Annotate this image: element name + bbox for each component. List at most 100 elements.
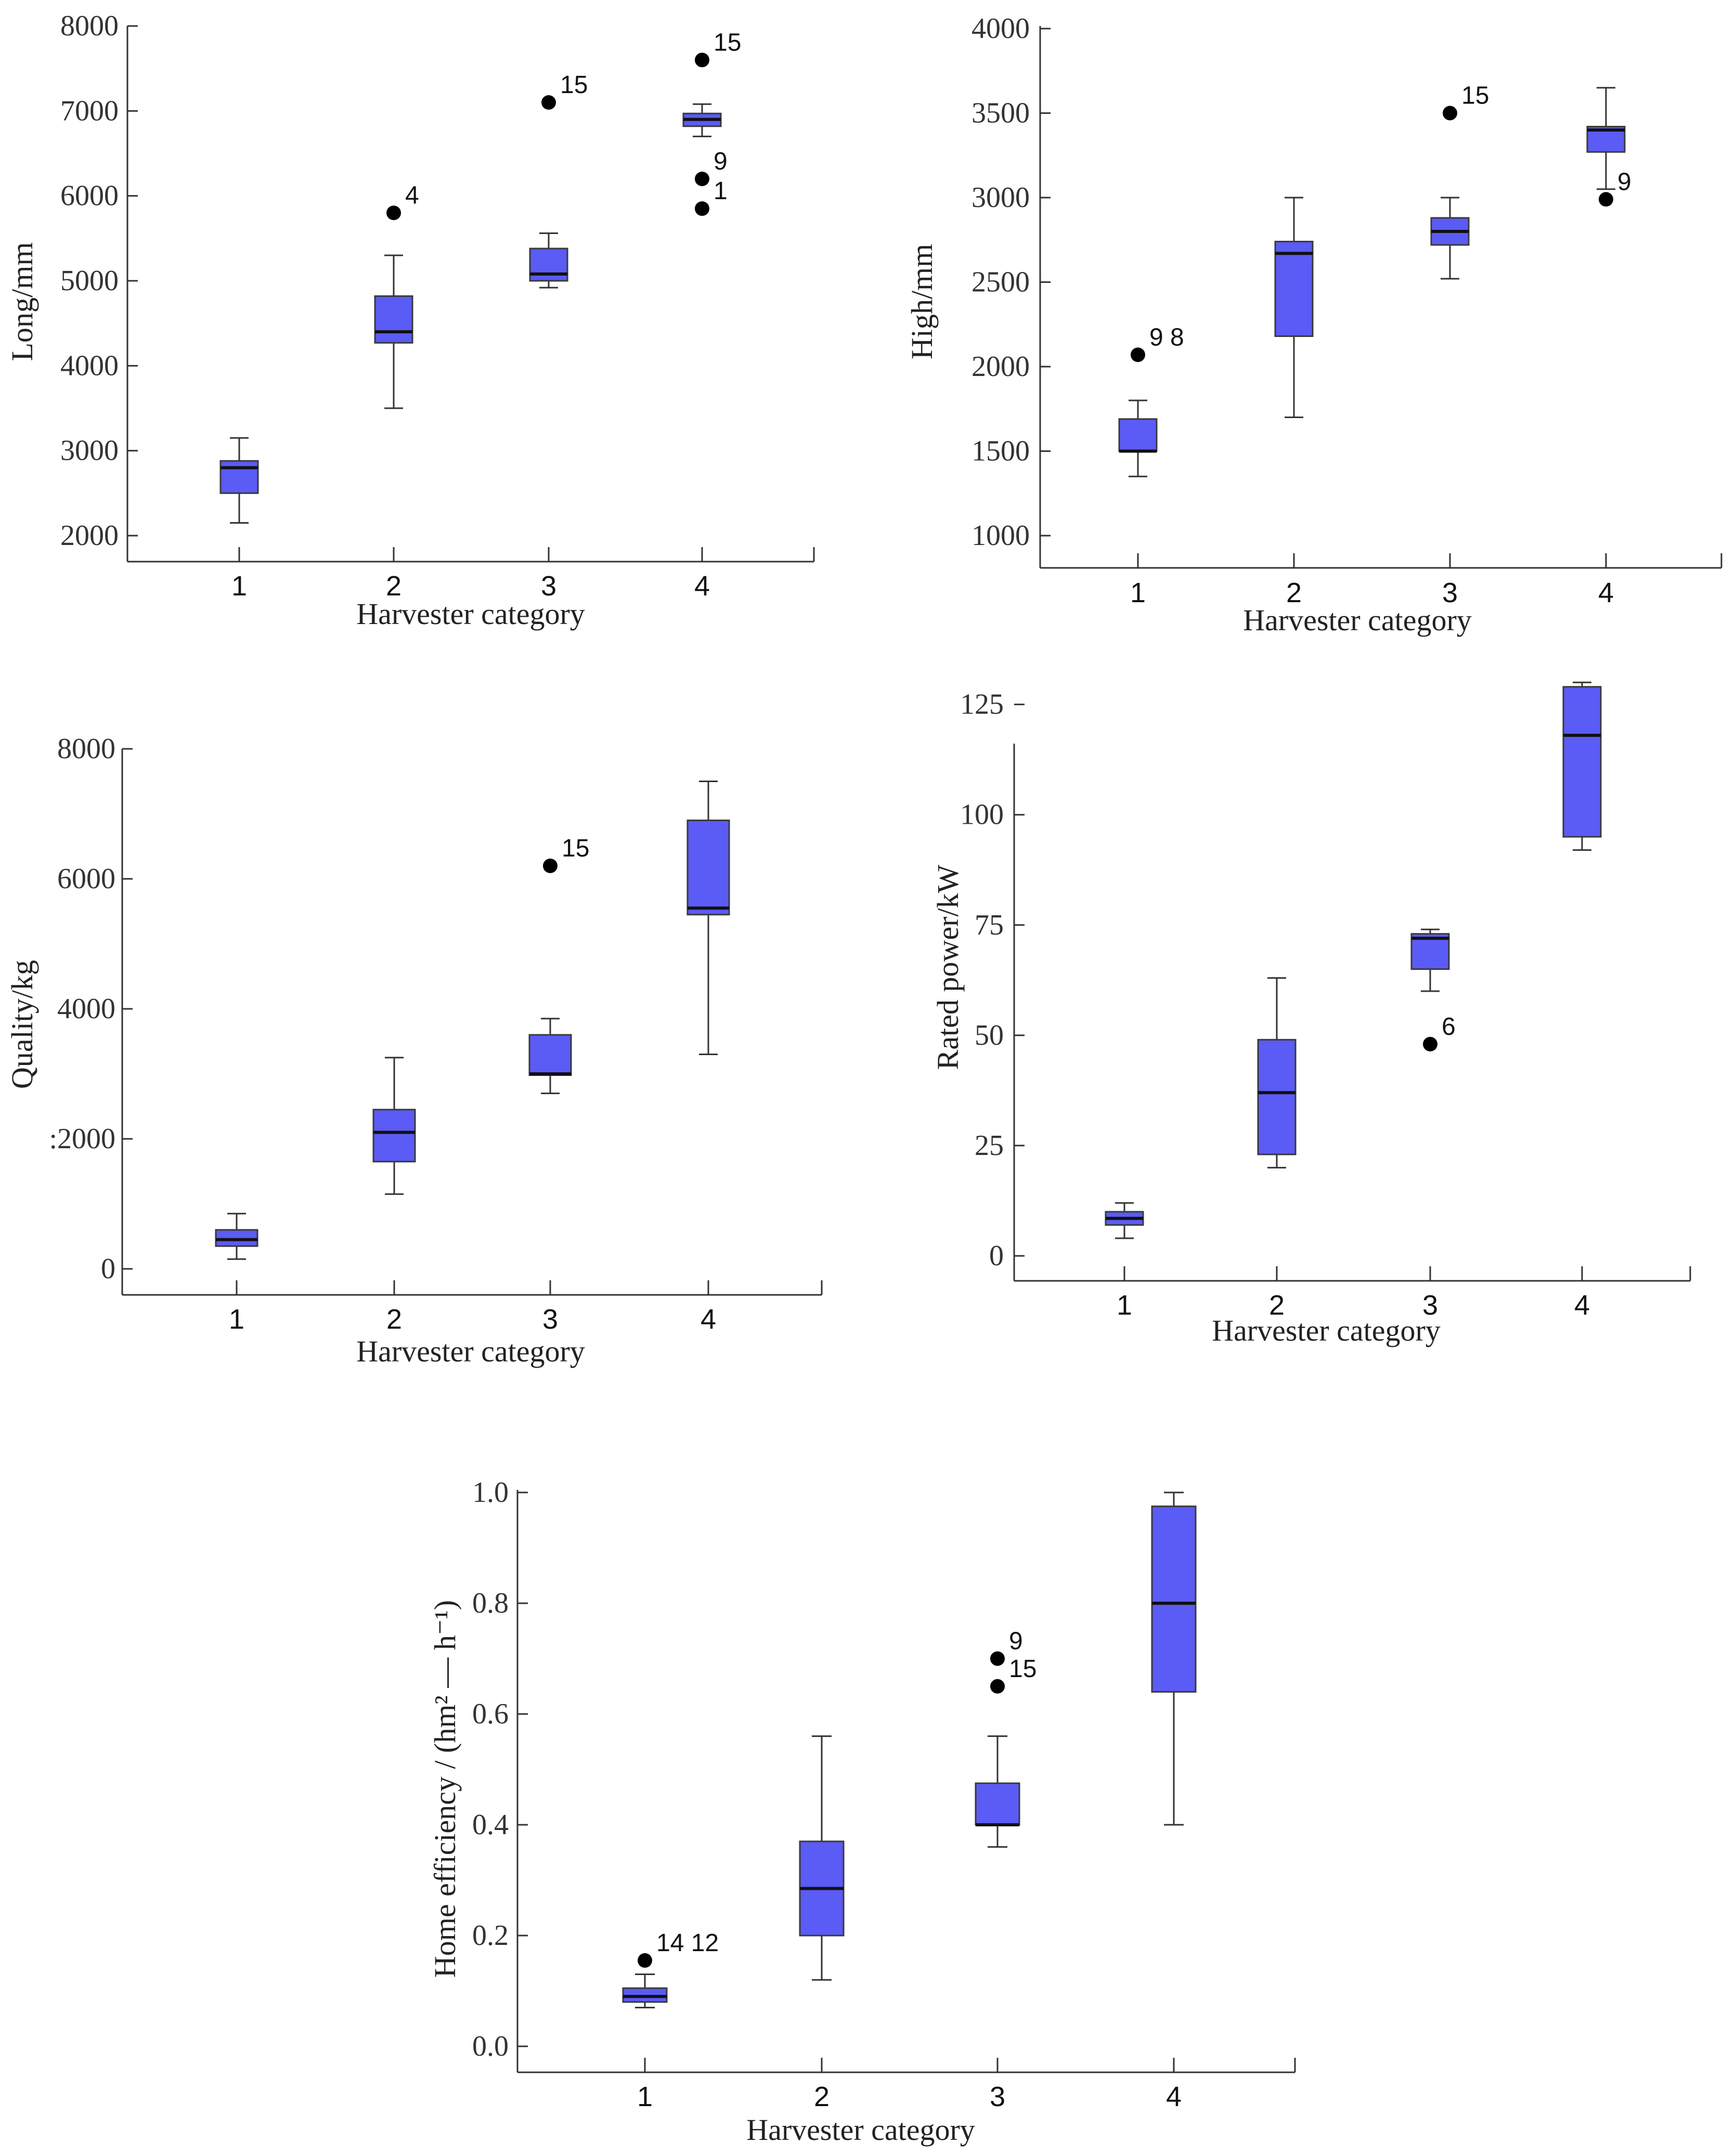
box-category-2 [1257,977,1297,1169]
y-tick-label: 8000 [60,10,119,42]
y-tick-label: 0 [101,1253,115,1285]
outlier-point [990,1679,1005,1694]
x-tick-label: 1 [231,570,247,602]
box-category-1 [622,1974,668,2008]
x-axis-title: Harvester category [1212,1314,1441,1347]
box-category-4 [686,781,730,1055]
outlier-label: 4 [405,181,419,209]
box-category-4 [1586,87,1626,190]
y-tick-label: 4000 [60,349,119,382]
x-tick-label: 2 [1269,1290,1285,1321]
box-category-3 [528,1018,572,1094]
x-tick-label: 3 [1422,1290,1438,1321]
chart-panel-quality: 0:2000 4000 6000 8000 1 2 3 4 15 Harvester catego… [5,733,823,1368]
box-category-2 [374,254,413,409]
y-tick-label: :2000 [49,1123,115,1155]
y-axis-title: Home efficiency / (hm² — h⁻¹) [428,1600,462,1978]
chart-panel-efficiency: 0.0 0.2 0.4 0.6 0.8 1.0 1 2 3 4 14 12 915 Harvester … [428,1476,1296,2147]
x-tick-label: 4 [701,1304,716,1335]
iqr-box [686,820,730,916]
y-tick-label: 3500 [971,97,1030,129]
outlier-point [695,53,709,68]
y-tick-label: 1000 [971,520,1030,552]
iqr-box [1274,241,1314,337]
y-tick-label: 50 [975,1019,1004,1051]
iqr-box [374,295,413,344]
box-category-1 [1118,399,1158,477]
x-tick-label: 4 [1574,1290,1590,1321]
box-category-1 [215,1213,258,1260]
y-tick-label: 6000 [57,863,115,895]
outlier-label: 9 8 [1149,323,1184,351]
iqr-box [975,1782,1020,1826]
outlier-label: 6 [1442,1013,1456,1041]
outlier-label: 9 [1617,168,1631,196]
box-category-2 [372,1057,416,1195]
chart-panel-high: 1000 1500 2000 2500 3000 3500 4000 1 2 3 4 9 8 15 9 Ha… [905,12,1722,637]
outlier-label: 15 [562,835,589,862]
x-tick-label: 3 [541,570,556,602]
x-tick-label: 1 [1117,1290,1132,1321]
box-category-3 [1410,928,1450,992]
y-tick-label: 2000 [971,350,1030,383]
iqr-box [528,1034,572,1076]
iqr-box [1562,686,1602,838]
outlier-point [543,859,558,873]
iqr-box [1257,1038,1297,1156]
y-axis-title: Quality/kg [5,960,39,1089]
outlier-point [1131,347,1145,362]
x-tick-label: 4 [1598,577,1614,608]
x-tick-label: 4 [694,570,710,602]
outlier-point [990,1651,1005,1666]
x-axis-title: Harvester category [746,2113,975,2147]
y-tick-label: 1.0 [472,1476,509,1509]
iqr-box [1118,418,1158,452]
outlier-point [386,205,401,220]
y-axis-title: High/mm [905,244,939,359]
outlier-label: 9 [714,148,728,175]
outlier-label: 9 [1009,1628,1023,1655]
outlier-point [1599,192,1613,207]
x-tick-label: 2 [386,1304,402,1335]
x-tick-label: 1 [637,2081,653,2112]
x-tick-label: 3 [1442,577,1458,608]
x-tick-label: 3 [990,2081,1005,2112]
x-tick-label: 1 [229,1304,244,1335]
outlier-label: 15 [1009,1655,1037,1683]
y-tick-label: 6000 [60,180,119,212]
x-tick-label: 1 [1130,577,1146,608]
box-category-4 [1151,1491,1197,1826]
x-tick-label: 2 [1286,577,1302,608]
y-tick-label: 2000 [60,520,119,552]
iqr-box [372,1109,416,1163]
chart-panel-power: 0 25 50 75 100 125 1 2 3 4 6 Harvester category Rate… [931,681,1691,1347]
iqr-box [529,248,568,282]
x-axis-title: Harvester category [356,1334,585,1368]
y-tick-label: 0.8 [472,1587,509,1619]
y-tick-label: 100 [960,799,1004,831]
y-tick-label: 1500 [971,435,1030,468]
y-tick-label: 0.0 [472,2030,509,2062]
y-tick-label: 0.4 [472,1809,509,1841]
outlier-point [1443,106,1457,121]
outlier-point [638,1953,652,1968]
x-tick-label: 2 [386,570,401,602]
box-category-4 [682,103,722,137]
box-category-4 [1562,681,1602,851]
outlier-point [695,201,709,216]
y-tick-label: 4000 [57,993,115,1025]
y-tick-label: 2500 [971,266,1030,298]
box-category-1 [1105,1202,1144,1239]
box-category-1 [219,437,259,524]
y-tick-label: 7000 [60,95,119,127]
outlier-point [1423,1036,1437,1051]
y-tick-label: 8000 [57,733,115,765]
outlier-label: 15 [714,29,741,56]
iqr-box [215,1229,258,1247]
y-axis-title: Long/mm [5,242,39,361]
y-tick-label: 5000 [60,265,119,297]
box-category-3 [975,1735,1020,1848]
iqr-box [1151,1505,1197,1693]
y-tick-label: 125 [960,689,1004,721]
y-tick-label: 3000 [971,181,1030,214]
